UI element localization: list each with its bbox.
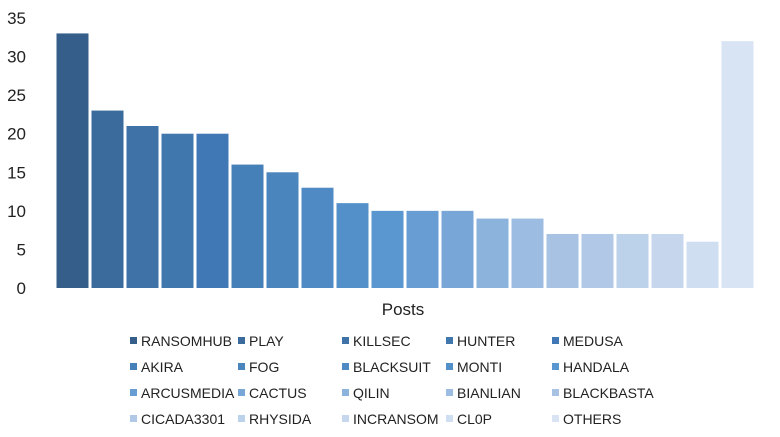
legend-swatch	[446, 415, 453, 422]
legend-label: KILLSEC	[353, 333, 411, 349]
legend-swatch	[446, 363, 453, 370]
bar-handala	[371, 210, 404, 288]
legend-swatch	[130, 337, 137, 344]
legend-swatch	[342, 337, 349, 344]
bar-monti	[336, 203, 369, 288]
bar-hunter	[161, 133, 194, 288]
bar-rhysida	[616, 234, 649, 288]
legend-item-fog: FOG	[238, 359, 279, 375]
legend-label: INCRANSOM	[353, 411, 439, 427]
legend-swatch	[552, 389, 559, 396]
bar-ransomhub	[56, 33, 89, 288]
legend-item-handala: HANDALA	[552, 359, 630, 375]
legend-swatch	[238, 363, 245, 370]
bar-qilin	[476, 218, 509, 288]
bar-cl0p	[686, 241, 719, 288]
y-tick-label: 30	[7, 48, 26, 67]
bar-akira	[231, 164, 264, 288]
legend-item-arcusmedia: ARCUSMEDIA	[130, 385, 235, 401]
legend-label: CACTUS	[249, 385, 307, 401]
legend-item-akira: AKIRA	[130, 359, 184, 375]
legend-label: HUNTER	[457, 333, 515, 349]
legend-swatch	[130, 415, 137, 422]
legend-item-bianlian: BIANLIAN	[446, 385, 521, 401]
bar-arcusmedia	[406, 210, 439, 288]
legend-item-blackbasta: BLACKBASTA	[552, 385, 654, 401]
bar-medusa	[196, 133, 229, 288]
x-axis-label: Posts	[382, 300, 425, 319]
legend-label: RHYSIDA	[249, 411, 312, 427]
y-tick-label: 20	[7, 125, 26, 144]
bars	[56, 33, 754, 289]
legend-item-ransomhub: RANSOMHUB	[130, 333, 232, 349]
legend-label: BIANLIAN	[457, 385, 521, 401]
legend-swatch	[130, 389, 137, 396]
legend-label: AKIRA	[141, 359, 184, 375]
legend-swatch	[342, 363, 349, 370]
y-tick-label: 0	[17, 279, 26, 298]
bar-others	[721, 41, 754, 289]
bar-cicada3301	[581, 234, 614, 288]
legend-label: PLAY	[249, 333, 284, 349]
legend-label: BLACKBASTA	[563, 385, 654, 401]
legend-item-monti: MONTI	[446, 359, 502, 375]
bar-play	[91, 110, 124, 288]
legend-swatch	[342, 389, 349, 396]
bar-blackbasta	[546, 234, 579, 288]
legend-swatch	[238, 337, 245, 344]
legend-swatch	[552, 415, 559, 422]
legend-item-rhysida: RHYSIDA	[238, 411, 312, 427]
bar-killsec	[126, 126, 159, 288]
legend-label: ARCUSMEDIA	[141, 385, 235, 401]
legend-item-cactus: CACTUS	[238, 385, 307, 401]
y-axis: 0 5 10 15 20 25 30 35	[7, 9, 26, 298]
bar-incransom	[651, 234, 684, 288]
legend-swatch	[342, 415, 349, 422]
y-tick-label: 5	[17, 240, 26, 259]
legend-item-incransom: INCRANSOM	[342, 411, 439, 427]
legend-item-qilin: QILIN	[342, 385, 390, 401]
bar-bianlian	[511, 218, 544, 288]
bar-cactus	[441, 210, 474, 288]
legend-item-killsec: KILLSEC	[342, 333, 411, 349]
legend-swatch	[552, 363, 559, 370]
legend-swatch	[238, 389, 245, 396]
legend-label: HANDALA	[563, 359, 630, 375]
legend-swatch	[238, 415, 245, 422]
legend-label: CL0P	[457, 411, 492, 427]
legend-swatch	[446, 337, 453, 344]
legend-label: QILIN	[353, 385, 390, 401]
legend-label: CICADA3301	[141, 411, 225, 427]
legend-item-others: OTHERS	[552, 411, 621, 427]
legend-label: RANSOMHUB	[141, 333, 232, 349]
legend-item-hunter: HUNTER	[446, 333, 515, 349]
legend-item-cicada3301: CICADA3301	[130, 411, 225, 427]
y-tick-label: 15	[7, 163, 26, 182]
legend-label: OTHERS	[563, 411, 621, 427]
legend-swatch	[552, 337, 559, 344]
legend-item-cl0p: CL0P	[446, 411, 492, 427]
legend-label: BLACKSUIT	[353, 359, 431, 375]
legend-label: MONTI	[457, 359, 502, 375]
bar-blacksuit	[301, 187, 334, 288]
legend-swatch	[130, 363, 137, 370]
legend-label: FOG	[249, 359, 279, 375]
legend-item-medusa: MEDUSA	[552, 333, 624, 349]
y-tick-label: 35	[7, 9, 26, 28]
legend-item-blacksuit: BLACKSUIT	[342, 359, 431, 375]
y-tick-label: 10	[7, 202, 26, 221]
legend: RANSOMHUB PLAY KILLSEC HUNTER MEDUSA AKIRA FOG…	[130, 333, 654, 427]
legend-item-play: PLAY	[238, 333, 284, 349]
legend-swatch	[446, 389, 453, 396]
y-tick-label: 25	[7, 86, 26, 105]
legend-label: MEDUSA	[563, 333, 624, 349]
bar-fog	[266, 172, 299, 288]
